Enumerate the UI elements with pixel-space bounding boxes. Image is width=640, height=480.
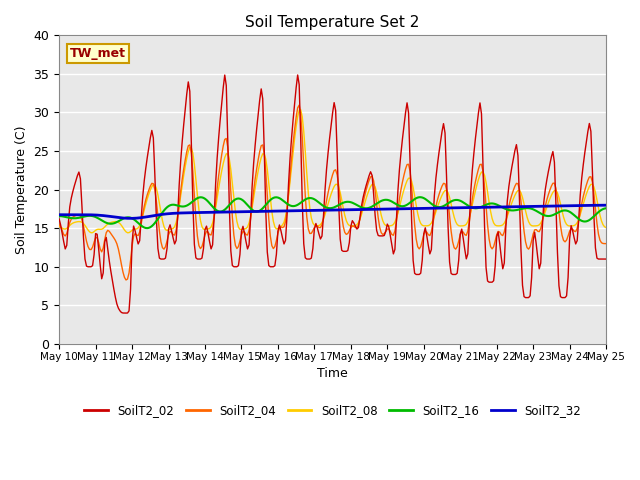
Line: SoilT2_04: SoilT2_04 [59,105,606,280]
SoilT2_04 [370,178,378,184]
SoilT2_32 [537,204,545,209]
SoilT2_32 [387,206,394,212]
Line: SoilT2_32: SoilT2_32 [59,205,606,218]
SoilT2_02 [122,310,130,316]
SoilT2_08 [388,223,396,228]
SoilT2_02 [70,183,78,189]
SoilT2_04 [122,277,130,283]
SoilT2_02 [159,256,166,262]
Legend: SoilT2_02, SoilT2_04, SoilT2_08, SoilT2_16, SoilT2_32: SoilT2_02, SoilT2_04, SoilT2_08, SoilT2_… [80,399,586,421]
SoilT2_08 [538,217,546,223]
SoilT2_04 [159,245,166,251]
Line: SoilT2_16: SoilT2_16 [59,197,606,228]
SoilT2_04 [538,219,546,225]
Line: SoilT2_08: SoilT2_08 [59,110,606,233]
SoilT2_16 [417,194,424,200]
SoilT2_16 [70,216,78,221]
SoilT2_16 [159,210,166,216]
SoilT2_32 [70,212,78,217]
SoilT2_16 [55,213,63,219]
SoilT2_16 [538,212,546,217]
SoilT2_04 [602,241,610,247]
SoilT2_08 [400,187,408,192]
SoilT2_08 [70,219,78,225]
SoilT2_04 [55,222,63,228]
SoilT2_04 [70,213,78,219]
SoilT2_04 [295,102,303,108]
SoilT2_02 [400,122,408,128]
SoilT2_32 [399,206,406,212]
SoilT2_08 [87,230,95,236]
SoilT2_32 [127,216,134,221]
SoilT2_04 [388,232,396,238]
SoilT2_16 [368,204,376,209]
SoilT2_16 [602,205,610,211]
SoilT2_08 [297,107,305,113]
SoilT2_04 [400,172,408,178]
SoilT2_32 [55,212,63,217]
X-axis label: Time: Time [317,367,348,380]
SoilT2_02 [294,72,301,78]
SoilT2_08 [602,225,610,230]
Title: Soil Temperature Set 2: Soil Temperature Set 2 [245,15,420,30]
SoilT2_02 [538,226,546,231]
Text: TW_met: TW_met [70,47,126,60]
SoilT2_02 [602,256,610,262]
SoilT2_16 [387,198,394,204]
SoilT2_08 [55,224,63,229]
Line: SoilT2_02: SoilT2_02 [59,75,606,313]
SoilT2_32 [159,212,166,217]
SoilT2_02 [388,243,396,249]
SoilT2_32 [602,203,610,208]
SoilT2_16 [143,225,151,231]
SoilT2_32 [368,206,376,212]
Y-axis label: Soil Temperature (C): Soil Temperature (C) [15,125,28,254]
SoilT2_16 [399,204,406,209]
SoilT2_08 [370,181,378,187]
SoilT2_02 [370,191,378,197]
SoilT2_02 [55,216,63,222]
SoilT2_08 [159,218,166,224]
